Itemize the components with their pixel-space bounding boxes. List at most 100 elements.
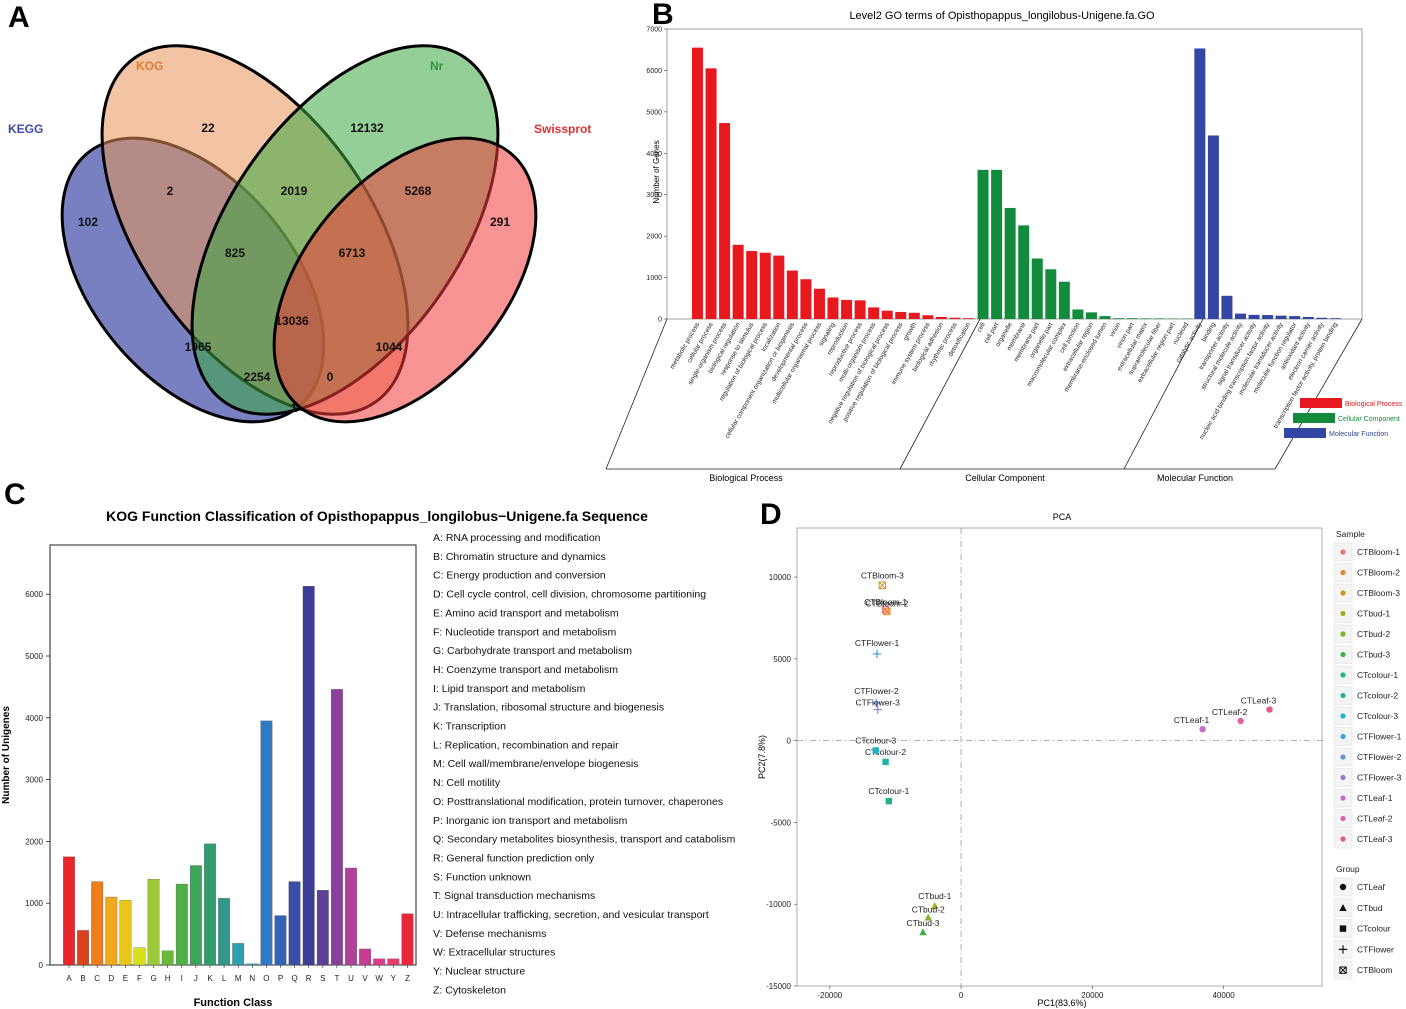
kog-bar: [302, 586, 315, 966]
kog-legend-entry: O: Posttranslational modification, prote…: [433, 796, 723, 808]
go-group-brackets: [605, 318, 1363, 470]
kog-bar: [316, 890, 329, 966]
pca-point-label: CTFlower-3: [856, 698, 901, 708]
go-chart: Level2 GO terms of Opisthopappus_longilo…: [605, 10, 1403, 483]
go-bar: [1262, 315, 1274, 319]
pca-x-tick-label: 20000: [1081, 991, 1104, 1000]
kog-x-tick-label: Y: [391, 974, 397, 983]
go-bracket-left: [605, 318, 668, 470]
pca-point: [1237, 717, 1244, 725]
pca-point-label: CTLeaf-2: [1212, 707, 1248, 717]
pca-legend-sample-label: CTbud-1: [1357, 609, 1390, 619]
kog-legend-entry: C: Energy production and conversion: [433, 570, 606, 582]
pca-legend-sample-label: CTbud-3: [1357, 650, 1390, 660]
pca-point-label: CTLeaf-1: [1174, 715, 1210, 725]
kog-bar: [119, 899, 132, 966]
pca-point: [873, 705, 882, 714]
go-bar: [1316, 317, 1328, 319]
pca-xlabel: PC1(83.6%): [1037, 998, 1086, 1008]
pca-legend-group-label: CTFlower: [1357, 944, 1394, 954]
go-legend-swatch-bp: [1300, 398, 1342, 408]
pca-legend-swatch: [1340, 590, 1346, 596]
go-y-tick-label: 5000: [646, 109, 662, 116]
kog-x-tick-label: O: [263, 974, 269, 983]
kog-legend-entry: Z: Cytoskeleton: [433, 984, 506, 996]
go-legend-label-bp: Biological Process: [1345, 401, 1403, 408]
kog-bar: [274, 915, 287, 966]
pca-legend-sample-label: CTBloom-3: [1357, 588, 1400, 598]
pca-legend-group-label: CTcolour: [1357, 924, 1391, 934]
go-bar: [1140, 318, 1152, 319]
kog-x-tick-label: F: [137, 974, 142, 983]
go-bar: [1072, 309, 1084, 319]
go-legend-swatch-mf: [1284, 428, 1326, 438]
venn-region-value: 12132: [350, 121, 384, 135]
go-bar: [1004, 207, 1016, 319]
kog-bar: [175, 883, 188, 966]
kog-x-tick-label: H: [165, 974, 171, 983]
venn-ellipses: [60, 44, 538, 424]
go-bar: [1126, 318, 1138, 319]
go-bar: [827, 297, 839, 319]
kog-bar: [401, 913, 414, 966]
pca-legend-sample-label: CTLeaf-2: [1357, 814, 1393, 824]
venn-region-value: 6713: [339, 246, 366, 260]
kog-bar: [232, 943, 245, 966]
venn-set-label-nr: Nr: [430, 59, 444, 73]
go-bar: [1085, 312, 1097, 319]
kog-y-tick-label: 1000: [25, 899, 43, 908]
pca-legend-swatch: [1340, 631, 1346, 637]
kog-legend-entry: K: Transcription: [433, 721, 506, 733]
pca-legend-sample-label: CTFlower-2: [1357, 752, 1402, 762]
kog-legend-entry: M: Cell wall/membrane/envelope biogenesi…: [433, 758, 638, 770]
kog-x-tick-label: I: [181, 974, 183, 983]
go-bar: [746, 251, 758, 319]
go-legend-label-mf: Molecular Function: [1329, 431, 1388, 438]
venn-region-value: 2019: [281, 184, 308, 198]
venn-ellipse-swissprot: [272, 136, 538, 424]
pca-legend-swatch: [1340, 815, 1346, 822]
go-bar: [1113, 318, 1125, 319]
kog-plot-area: [49, 544, 417, 966]
venn-region-value: 5268: [405, 184, 432, 198]
go-bar: [1221, 295, 1233, 319]
pca-point: [924, 913, 932, 921]
venn-region-value: 1044: [376, 340, 403, 354]
kog-title: KOG Function Classification of Opisthopa…: [106, 508, 648, 524]
go-y-tick-label: 0: [658, 317, 662, 324]
pca-legend-shape: [1339, 904, 1347, 911]
kog-legend-entry: R: General function prediction only: [433, 852, 595, 864]
kog-x-tick-label: R: [306, 974, 312, 983]
go-bar: [991, 169, 1003, 319]
pca-legend-shape: [1338, 945, 1348, 954]
venn-region-value: 1: [291, 401, 298, 415]
kog-legend-entry: T: Signal transduction mechanisms: [433, 890, 595, 902]
kog-bar: [133, 947, 146, 966]
kog-legend: A: RNA processing and modification B: Chr…: [433, 532, 736, 996]
kog-bar: [218, 898, 231, 966]
go-y-axis: 0 1000 2000 3000 4000 5000 6000 7000: [646, 27, 667, 324]
kog-legend-entry: N: Cell motility: [433, 777, 501, 789]
go-bar: [773, 255, 785, 319]
pca-legend-sample-label: CTbud-2: [1357, 629, 1390, 639]
kog-legend-entry: S: Function unknown: [433, 871, 531, 883]
pca-point-label: CTBloom-1: [864, 597, 907, 607]
go-bars: [692, 47, 1341, 320]
kog-y-tick-label: 6000: [25, 590, 43, 599]
pca-y-tick-label: 0: [787, 737, 792, 746]
kog-bar: [77, 930, 89, 966]
pca-legend-group-label: CTBloom: [1357, 965, 1392, 975]
go-title: Level2 GO terms of Opisthopappus_longilo…: [849, 10, 1155, 22]
pca-point: [1199, 725, 1206, 733]
pca-y-tick-label: -15000: [766, 982, 791, 991]
pca-legend-shape: [1339, 966, 1347, 974]
pca-point-label: CTcolour-1: [868, 786, 909, 796]
venn-region-value: 2: [167, 184, 174, 198]
pca-legend-sample-label: CTBloom-1: [1357, 547, 1400, 557]
pca-legend-swatch: [1340, 795, 1346, 801]
pca-x-tick-label: 40000: [1212, 991, 1235, 1000]
pca-point-label: CTFlower-1: [855, 638, 900, 648]
pca-x-tick-label: 0: [959, 991, 964, 1000]
kog-y-tick-label: 3000: [25, 776, 43, 785]
